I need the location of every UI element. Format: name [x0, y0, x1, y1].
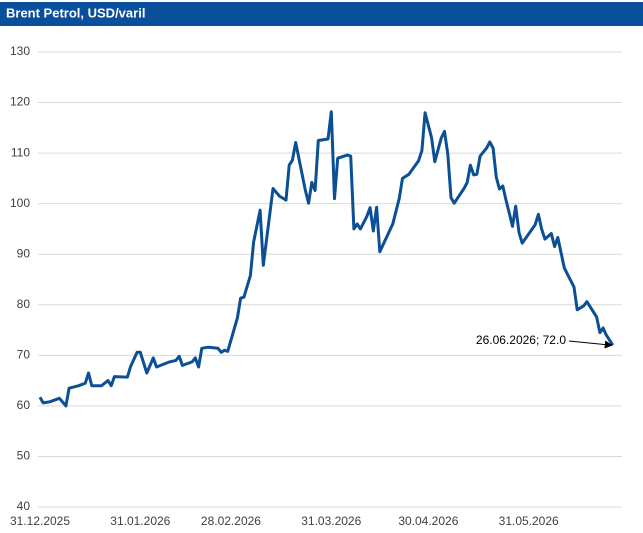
y-tick-label: 40	[17, 499, 31, 513]
annotation-arrow	[568, 340, 613, 349]
y-tick-label: 120	[10, 95, 30, 109]
title-bar	[0, 2, 643, 26]
x-tick-label: 31.01.2026	[110, 514, 170, 528]
y-tick-label: 110	[11, 145, 30, 159]
y-tick-label: 90	[17, 246, 31, 260]
x-tick-label: 30.04.2026	[398, 514, 458, 528]
x-tick-label: 31.05.2026	[499, 514, 559, 528]
y-tick-label: 60	[17, 398, 31, 412]
annotation: 26.06.2026; 72.0	[476, 333, 566, 347]
x-tick-label: 31.03.2026	[301, 514, 361, 528]
y-tick-label: 100	[10, 196, 30, 210]
y-tick-label: 80	[17, 297, 31, 311]
x-tick-label: 31.12.2025	[10, 514, 70, 528]
line-series	[38, 110, 615, 408]
y-tick-label: 130	[10, 44, 30, 58]
y-tick-label: 50	[17, 449, 31, 463]
y-tick-label: 70	[17, 348, 31, 362]
chart-title: Brent Petrol, USD/varil	[6, 5, 145, 20]
x-tick-label: 28.02.2026	[201, 514, 261, 528]
